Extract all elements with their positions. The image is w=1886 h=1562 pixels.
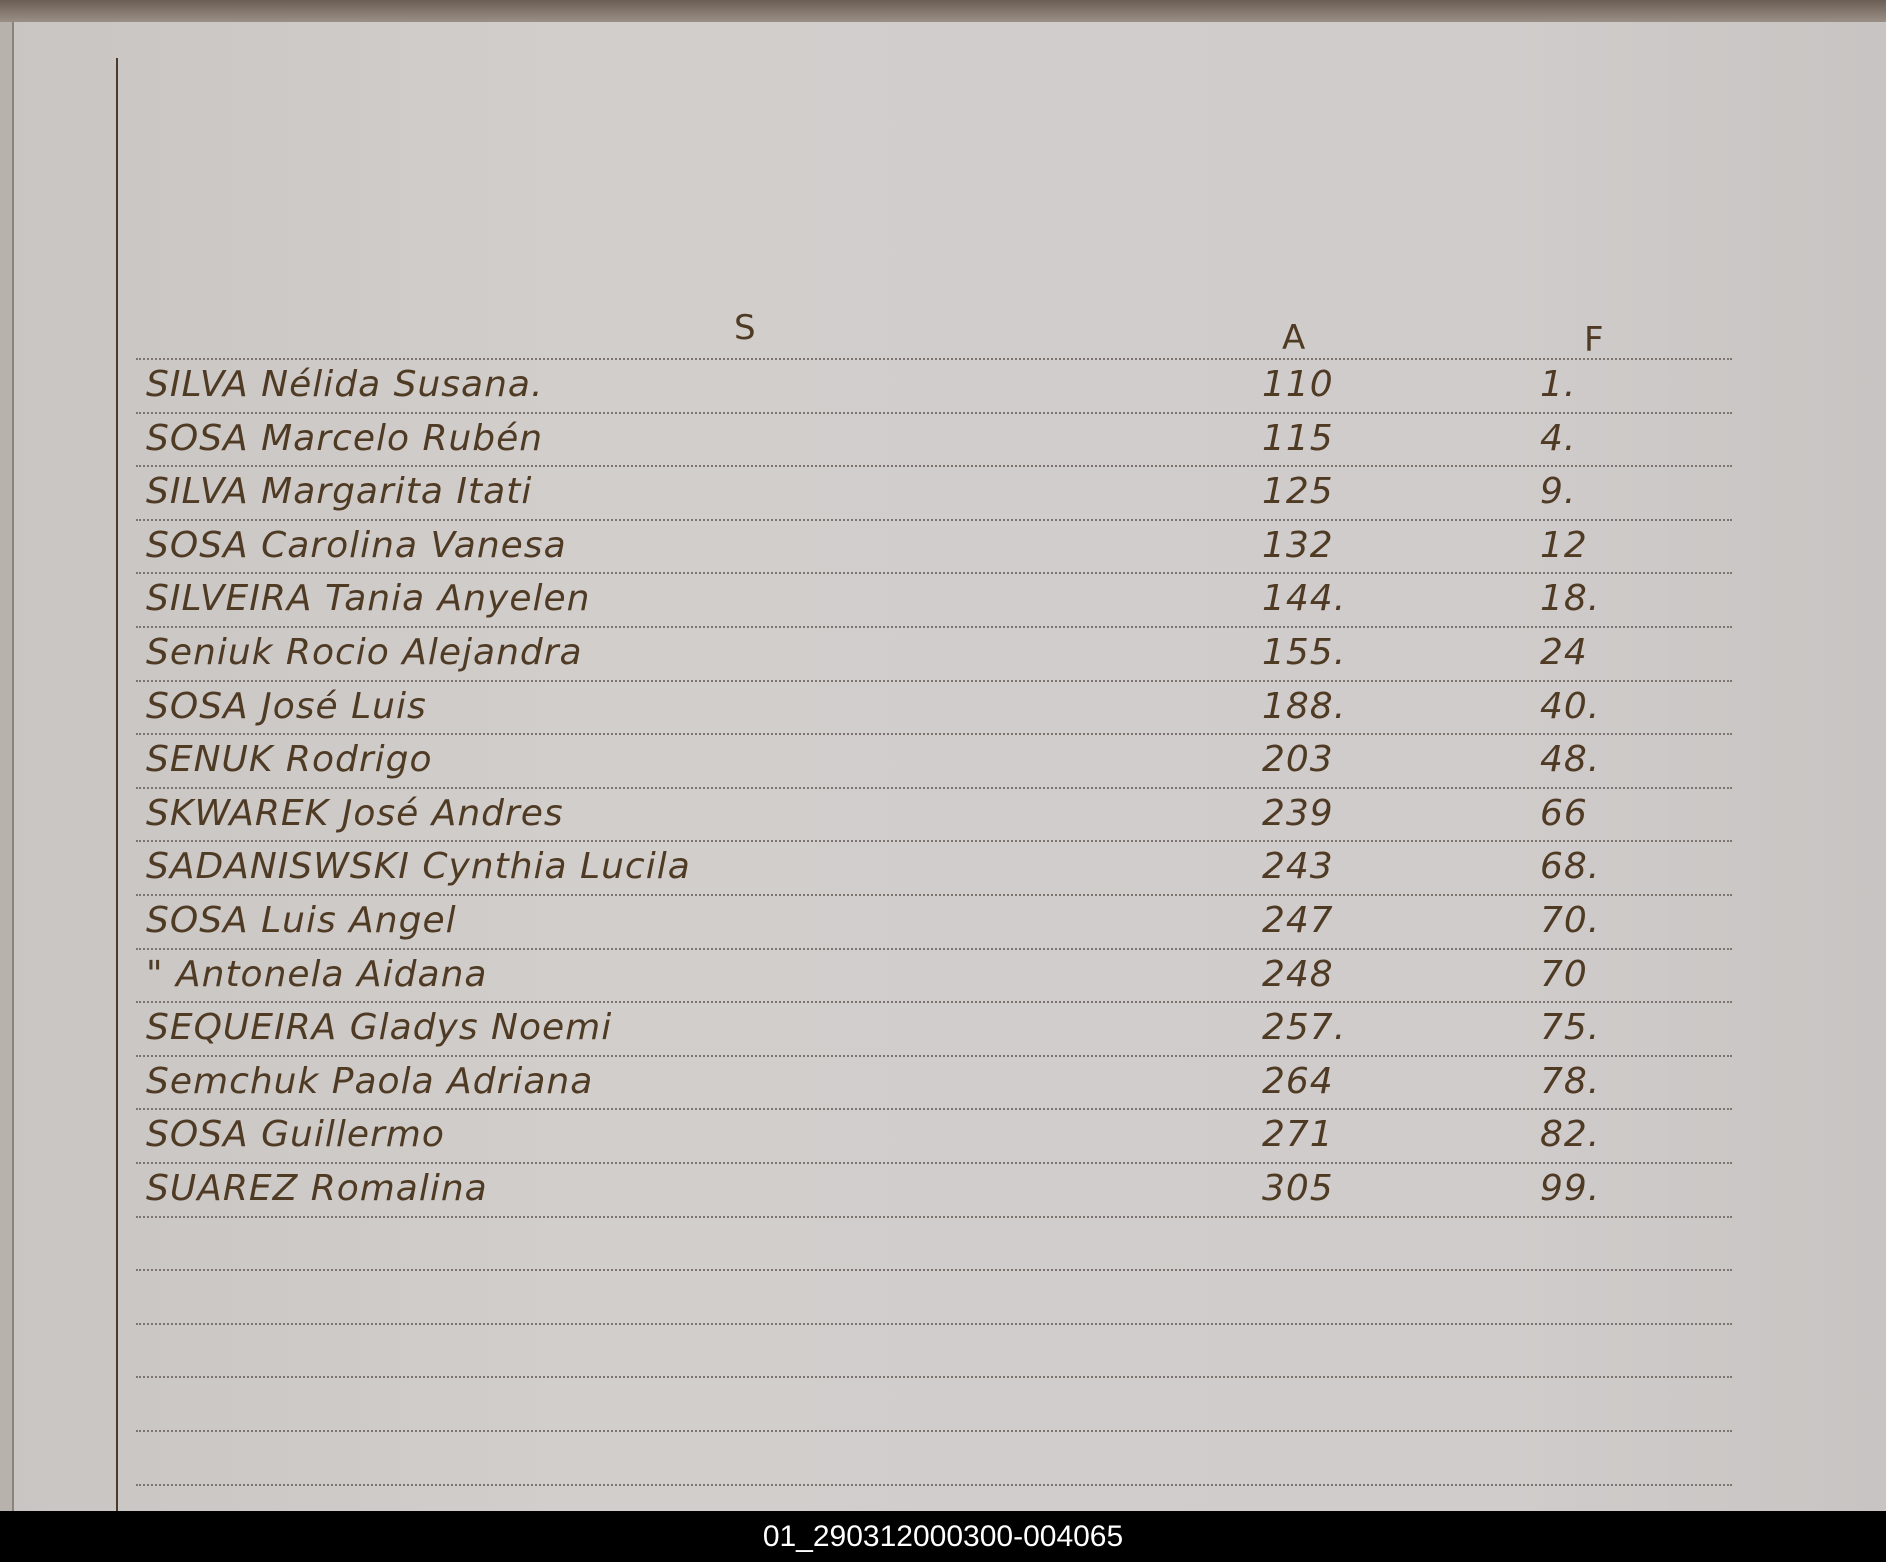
ruled-line [136,1162,1732,1164]
entry-a-value: 144. [1262,578,1347,620]
entry-f-value: 4. [1540,417,1577,459]
entry-f-value: 82. [1540,1114,1601,1156]
ruled-line [136,786,1732,789]
ruled-line [136,626,1732,628]
ruled-line [136,1269,1732,1272]
entry-name: Semchuk Paola Adriana [146,1060,594,1102]
entry-a-value: 264 [1262,1060,1334,1102]
ruled-line [136,358,1732,360]
entry-name: SADANISWSKI Cynthia Lucila [146,846,691,888]
entry-name: SKWAREK José Andres [146,792,564,834]
entry-a-value: 247 [1262,900,1334,941]
ruled-line [136,1054,1732,1057]
column-header-a: A [1282,318,1307,358]
entry-name: " Antonela Aidana [146,953,488,995]
entry-f-value: 99. [1540,1168,1601,1209]
entry-name: SOSA Luis Angel [146,900,457,941]
entry-name: SILVEIRA Tania Anyelen [146,578,591,620]
ruled-line [136,1483,1732,1486]
entry-f-value: 75. [1540,1007,1601,1049]
entry-f-value: 48. [1540,739,1601,781]
entry-f-value: 24 [1540,632,1588,673]
entry-a-value: 132 [1262,524,1334,566]
ruled-line [136,1108,1732,1111]
ruled-line [136,411,1732,414]
entry-a-value: 305 [1262,1168,1334,1209]
entry-f-value: 68. [1540,846,1601,888]
entry-a-value: 257. [1262,1007,1347,1049]
ledger-page [12,22,1886,1511]
image-id-footer: 01_290312000300-004065 [0,1511,1886,1562]
ruled-line [136,733,1732,736]
entry-a-value: 271 [1262,1114,1334,1156]
entry-name: SEQUEIRA Gladys Noemi [146,1007,613,1049]
entry-f-value: 70. [1540,900,1601,941]
entry-f-value: 9. [1540,471,1577,513]
entry-f-value: 70 [1540,953,1588,995]
ruled-line [136,1430,1732,1432]
ruled-line [136,1322,1732,1325]
entry-a-value: 115 [1262,417,1334,459]
entry-name: SILVA Margarita Itati [146,471,533,513]
margin-line [116,58,118,1511]
ruled-line [136,947,1732,950]
entry-f-value: 18. [1540,578,1601,620]
entry-f-value: 78. [1540,1060,1601,1102]
entry-name: SUAREZ Romalina [146,1168,488,1209]
entry-a-value: 203 [1262,739,1334,781]
entry-a-value: 248 [1262,953,1334,995]
entry-a-value: 110 [1262,364,1334,405]
ruled-line [136,1001,1732,1004]
ruled-line [136,572,1732,575]
entry-f-value: 66 [1540,792,1588,834]
entry-a-value: 155. [1262,632,1347,673]
book-binding-edge [0,0,1886,22]
entry-f-value: 1. [1540,364,1577,405]
section-letter: S [734,308,757,348]
entry-a-value: 243 [1262,846,1334,888]
ruled-line [136,1376,1732,1379]
entry-name: SOSA Carolina Vanesa [146,524,567,566]
entry-name: SILVA Nélida Susana. [146,364,544,405]
entry-name: Seniuk Rocio Alejandra [146,632,583,673]
entry-name: SOSA José Luis [146,685,427,727]
entry-name: SOSA Guillermo [146,1114,445,1156]
entry-name: SOSA Marcelo Rubén [146,417,544,459]
page-left-edge [0,22,14,1511]
entry-a-value: 125 [1262,471,1334,513]
ruled-line [136,679,1732,682]
ruled-line [136,840,1732,843]
ruled-line [136,518,1732,521]
entry-f-value: 40. [1540,685,1601,727]
column-header-f: F [1584,320,1605,360]
entry-f-value: 12 [1540,524,1588,566]
ruled-line [136,1215,1732,1218]
ruled-line [136,894,1732,896]
ruled-line [136,465,1732,468]
entry-a-value: 188. [1262,685,1347,727]
entry-name: SENUK Rodrigo [146,739,433,781]
entry-a-value: 239 [1262,792,1334,834]
